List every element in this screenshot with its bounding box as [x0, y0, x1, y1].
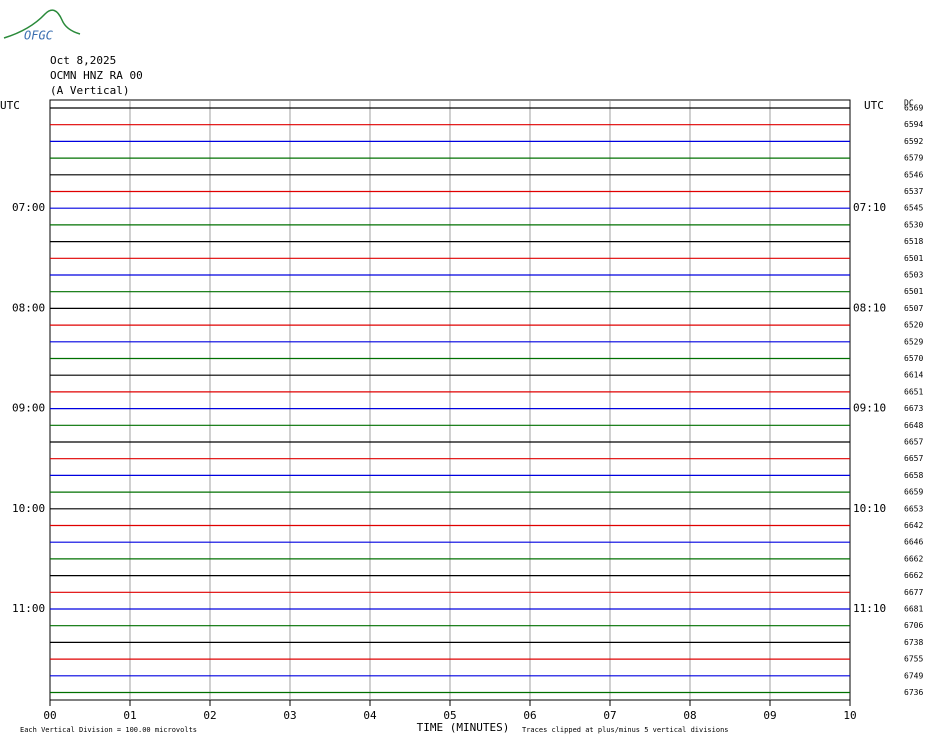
row-value: 6755 [904, 655, 923, 664]
row-value: 6530 [904, 220, 923, 229]
row-value: 6545 [904, 204, 923, 213]
row-value: 6648 [904, 421, 923, 430]
x-tick-label: 09 [763, 709, 776, 722]
component: (A Vertical) [50, 84, 129, 97]
row-value: 6507 [904, 304, 923, 313]
row-value: 6529 [904, 337, 923, 346]
row-value: 6653 [904, 504, 923, 513]
row-value: 6659 [904, 488, 923, 497]
hour-label-right: 11:10 [853, 602, 886, 615]
row-value: 6501 [904, 254, 923, 263]
left-axis-title: UTC [0, 99, 20, 112]
row-value: 6738 [904, 638, 923, 647]
row-value: 6503 [904, 271, 923, 280]
x-tick-label: 03 [283, 709, 296, 722]
date: Oct 8,2025 [50, 54, 116, 67]
row-value: 6614 [904, 371, 923, 380]
row-value: 6592 [904, 137, 923, 146]
row-value: 6662 [904, 571, 923, 580]
row-value: 6658 [904, 471, 923, 480]
row-value: 6646 [904, 538, 923, 547]
hour-label-right: 08:10 [853, 301, 886, 314]
row-value: 6569 [904, 104, 923, 113]
x-tick-label: 08 [683, 709, 696, 722]
x-tick-label: 06 [523, 709, 536, 722]
right-axis-title: UTC [864, 99, 884, 112]
row-value: 6657 [904, 438, 923, 447]
x-tick-label: 01 [123, 709, 136, 722]
row-value: 6662 [904, 554, 923, 563]
footer-clip: Traces clipped at plus/minus 5 vertical … [522, 726, 729, 734]
x-tick-label: 02 [203, 709, 216, 722]
hour-label-left: 09:00 [12, 402, 45, 415]
x-tick-label: 00 [43, 709, 56, 722]
row-value: 6546 [904, 170, 923, 179]
row-value: 6579 [904, 154, 923, 163]
hour-label-left: 11:00 [12, 602, 45, 615]
row-value: 6594 [904, 120, 923, 129]
row-value: 6681 [904, 605, 923, 614]
hour-label-left: 08:00 [12, 301, 45, 314]
row-value: 6518 [904, 237, 923, 246]
x-tick-label: 04 [363, 709, 377, 722]
hour-label-left: 10:00 [12, 502, 45, 515]
row-value: 6706 [904, 621, 923, 630]
logo-swoosh [3, 9, 81, 39]
row-value: 6570 [904, 354, 923, 363]
row-value: 6749 [904, 671, 923, 680]
row-value: 6736 [904, 688, 923, 697]
hour-label-right: 09:10 [853, 402, 886, 415]
row-value: 6677 [904, 588, 923, 597]
x-tick-label: 07 [603, 709, 616, 722]
row-value: 6673 [904, 404, 923, 413]
hour-label-right: 10:10 [853, 502, 886, 515]
x-tick-label: 05 [443, 709, 456, 722]
station: OCMN HNZ RA 00 [50, 69, 143, 82]
row-value: 6501 [904, 287, 923, 296]
row-value: 6642 [904, 521, 923, 530]
hour-label-left: 07:00 [12, 201, 45, 214]
x-axis-title: TIME (MINUTES) [417, 721, 510, 734]
row-value: 6657 [904, 454, 923, 463]
row-value: 6520 [904, 321, 923, 330]
logo: OFGC [24, 29, 54, 43]
hour-label-right: 07:10 [853, 201, 886, 214]
corner-label: DC [904, 99, 914, 108]
row-value: 6537 [904, 187, 923, 196]
footer-scale: Each Vertical Division = 100.00 microvol… [20, 726, 197, 734]
row-value: 6651 [904, 387, 923, 396]
x-tick-label: 10 [843, 709, 856, 722]
